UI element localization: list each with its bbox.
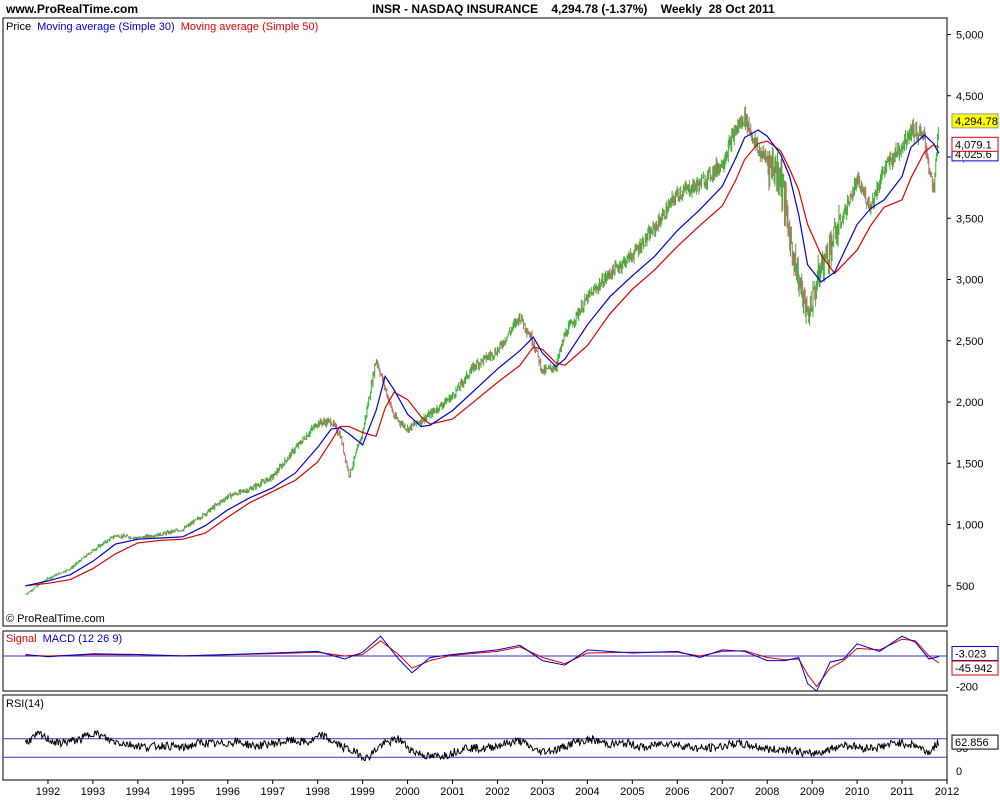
legend-ma50: Moving average (Simple 50) (181, 21, 319, 33)
quote-value: 4,294.78 (-1.37%) (551, 2, 648, 16)
legend-price: Price Moving average (Simple 30) Moving … (6, 21, 318, 33)
chart-header: INSR - NASDAQ INSURANCE 4,294.78 (-1.37%… (372, 0, 775, 18)
price-tick-label: 5,000 (956, 30, 984, 42)
price-lines (25, 129, 940, 587)
ma30-line (25, 129, 940, 587)
signal-tag-box (951, 660, 999, 676)
legend-ma30: Moving average (Simple 30) (37, 21, 175, 33)
x-tick-label: 2011 (890, 786, 914, 798)
macd-panel[interactable] (2, 630, 948, 692)
rsi-panel[interactable] (2, 694, 948, 781)
x-tick-label: 1994 (126, 786, 150, 798)
legend-rsi: RSI(14) (6, 698, 44, 710)
rsi-tag-box (951, 734, 999, 750)
legend-price-label: Price (6, 21, 31, 33)
x-tick-label: 2004 (575, 786, 599, 798)
macd-lines: -200 (3, 635, 978, 694)
macd-line (25, 635, 940, 692)
x-tick-label: 2002 (485, 786, 509, 798)
x-tick-label: 2003 (530, 786, 554, 798)
symbol-title: INSR - NASDAQ INSURANCE (372, 2, 539, 16)
rsi-tick-label: 0 (956, 766, 962, 778)
price-tick-label: 1,500 (956, 458, 984, 470)
price-tick-label: 1,000 (956, 520, 984, 532)
macd-tick-label: -200 (956, 682, 978, 694)
rsi-lines: 500 (3, 729, 968, 778)
x-tick-label: 1998 (305, 786, 329, 798)
x-tick-label: 2009 (800, 786, 824, 798)
x-tick-label: 1992 (36, 786, 60, 798)
x-tick-label: 1996 (216, 786, 240, 798)
site-name[interactable]: www.ProRealTime.com (6, 2, 139, 16)
x-tick-label: 2007 (710, 786, 734, 798)
ma50-tag: 4,079.1 (955, 139, 992, 151)
x-tick-label: 2010 (845, 786, 869, 798)
x-tick-label: 2008 (755, 786, 779, 798)
x-tick-label: 2001 (440, 786, 464, 798)
rsi-line (25, 729, 939, 762)
last-price-tag-box (951, 113, 999, 129)
x-axis: 1992 1993 1994 1995 1996 1997 1998 1999 2000 2001… (36, 780, 959, 798)
last-price-tag: 4,294.78 (955, 116, 998, 128)
x-tick-label: 1995 (171, 786, 195, 798)
legend-macd-label: MACD (12 26 9) (43, 633, 122, 645)
price-tick-label: 3,500 (956, 213, 984, 225)
watermark: © ProRealTime.com (6, 613, 105, 625)
x-tick-label: 2005 (620, 786, 644, 798)
macd-tag-box (951, 645, 999, 661)
ma50-tag-box (951, 136, 999, 152)
price-bars (24, 105, 939, 595)
date-label: 28 Oct 2011 (708, 2, 775, 16)
x-tick-label: 2000 (395, 786, 419, 798)
price-tick-label: 4,500 (956, 91, 984, 103)
x-tick-label: 2012 (935, 786, 959, 798)
price-tick-label: 500 (956, 581, 974, 593)
macd-signal-line (25, 638, 940, 688)
price-panel[interactable] (2, 17, 948, 627)
x-tick-label: 1993 (81, 786, 105, 798)
x-tick-label: 1999 (350, 786, 374, 798)
period-label: Weekly (660, 2, 702, 16)
legend-macd: Signal MACD (12 26 9) (6, 633, 122, 645)
ma30-tag: 4,025.6 (955, 149, 992, 161)
x-tick-label: 2006 (665, 786, 689, 798)
x-tick-label: 1997 (260, 786, 284, 798)
price-tick-label: 2,500 (956, 336, 984, 348)
signal-tag: -45.942 (955, 663, 992, 675)
price-tick-label: 2,000 (956, 397, 984, 409)
macd-tag: -3.023 (955, 648, 986, 660)
price-tick-label: 3,000 (956, 275, 984, 287)
legend-signal: Signal (6, 633, 37, 645)
ma50-line (25, 140, 940, 587)
rsi-tag: 62.856 (955, 737, 989, 749)
value-tags: 4,025.64,079.1 4,294.78 -3.023 -45.942 62.85… (951, 113, 999, 750)
